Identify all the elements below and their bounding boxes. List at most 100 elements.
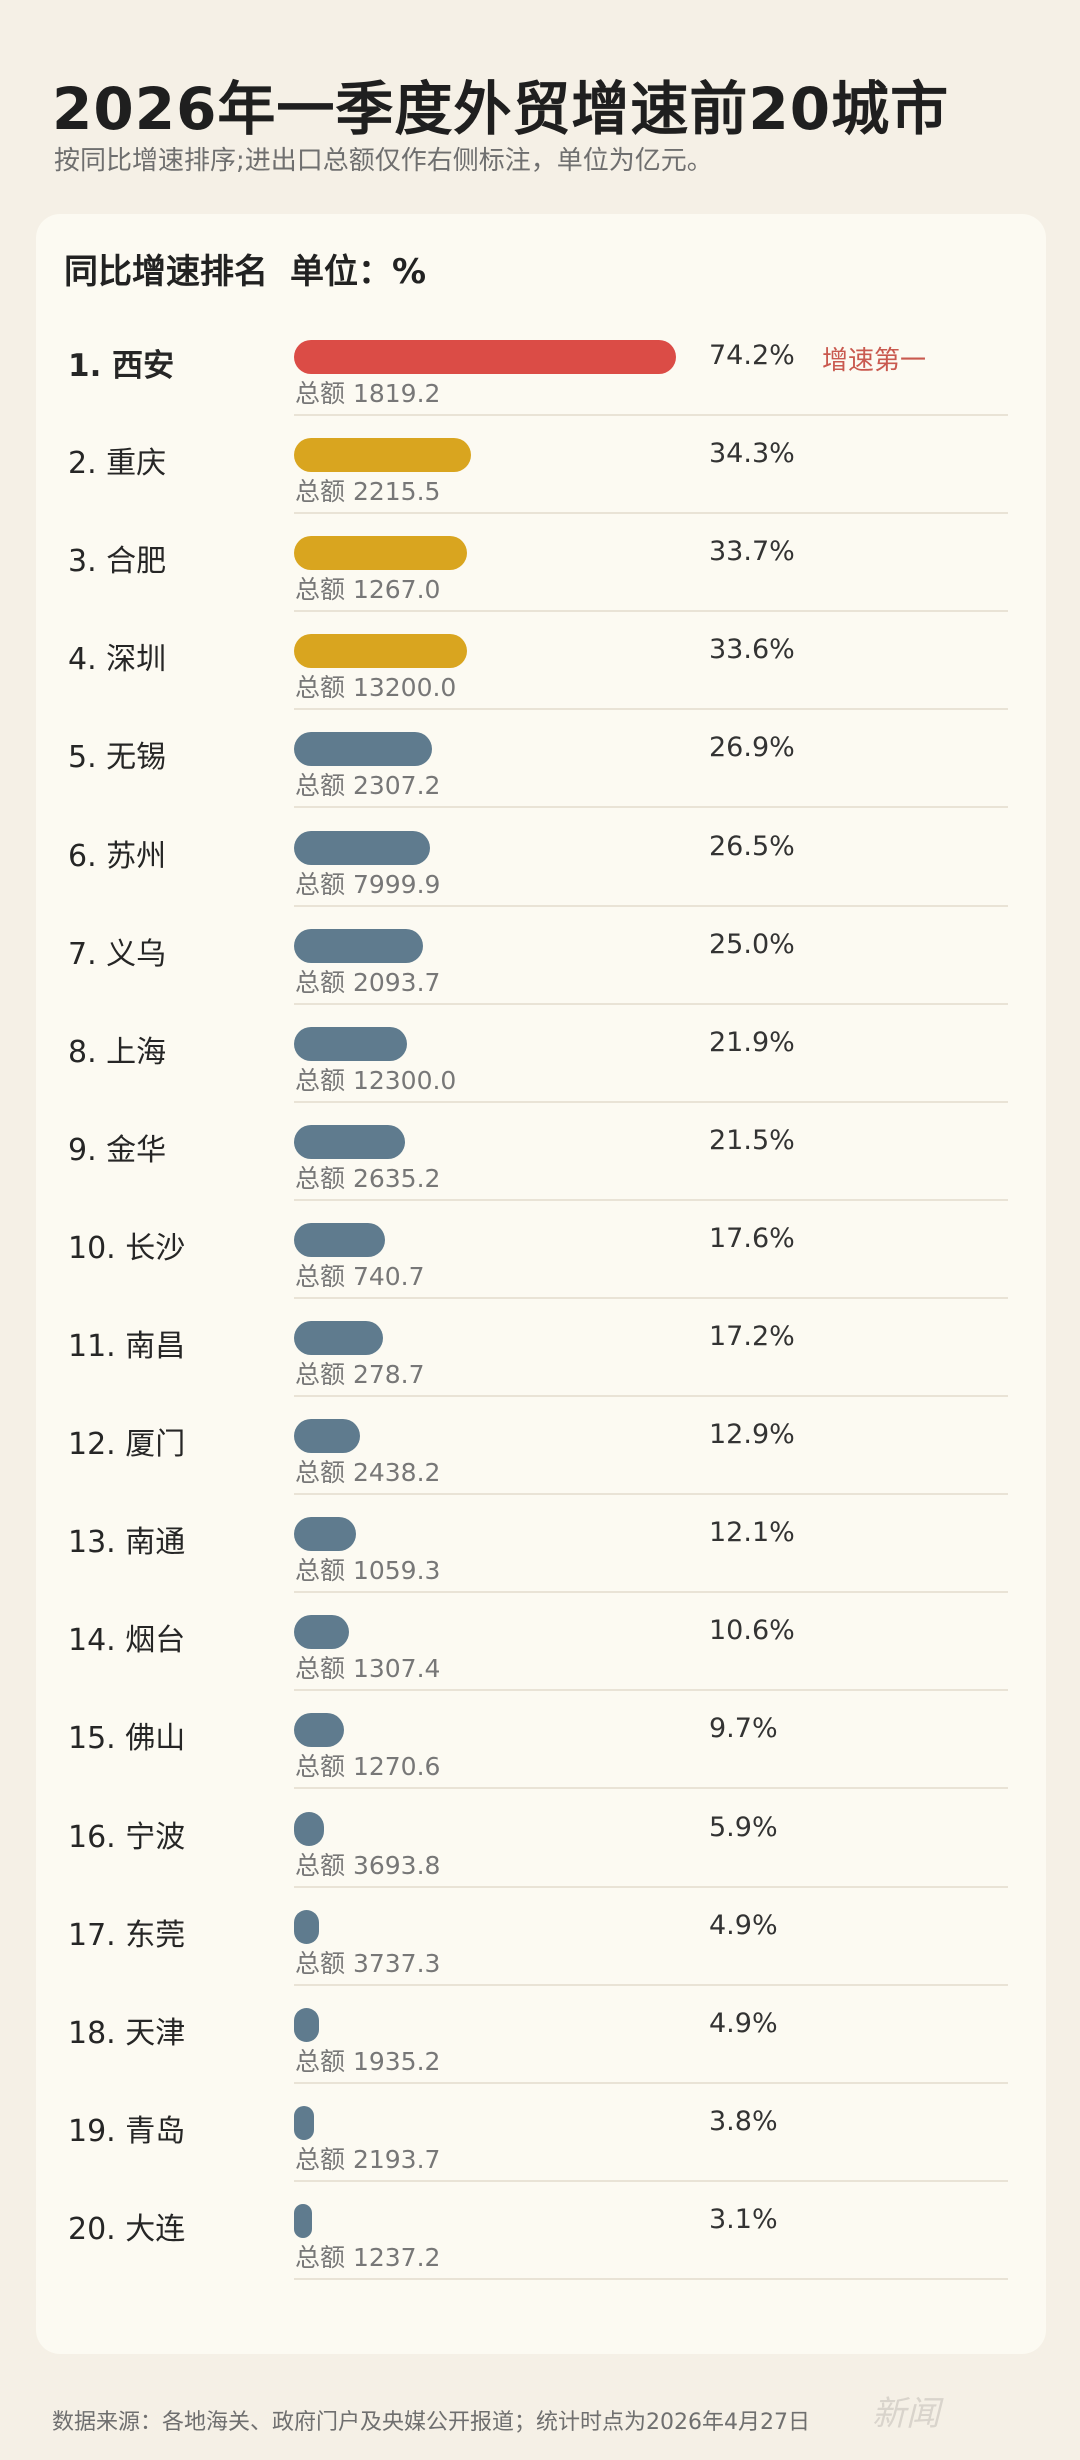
data-source-footer: 数据来源：各地海关、政府门户及央媒公开报道；统计时点为2026年4月27日	[52, 2410, 810, 2435]
bar	[294, 1713, 344, 1748]
category-label: 7. 义乌	[68, 936, 167, 972]
annotation-label: 增速第一	[822, 346, 927, 376]
watermark-logo: 新闻	[872, 2394, 940, 2434]
category-label: 8. 上海	[68, 1034, 167, 1070]
total-label: 总额 3737.3	[295, 1948, 441, 1978]
row-divider	[294, 1787, 1008, 1790]
category-label: 12. 厦门	[68, 1427, 186, 1463]
row-divider	[294, 1395, 1008, 1397]
row-divider	[294, 2179, 1008, 2182]
total-label: 总额 2093.7	[295, 967, 441, 997]
total-label: 总额 1307.4	[295, 1654, 441, 1684]
total-label: 总额 2307.2	[295, 771, 441, 801]
category-label: 4. 深圳	[68, 642, 167, 678]
value-label: 3.1%	[709, 2203, 778, 2235]
chart-row: 14. 烟台 总额 1307.4 10.6%	[0, 1597, 1080, 1695]
row-divider	[294, 1689, 1008, 1692]
bar	[294, 1321, 383, 1355]
row-divider	[294, 1100, 1008, 1103]
total-label: 总额 2193.7	[295, 2144, 441, 2174]
row-divider	[294, 1885, 1008, 1888]
category-label: 1. 西安	[68, 348, 175, 384]
category-label: 19. 青岛	[68, 2113, 186, 2149]
bar	[294, 830, 431, 865]
chart-row: 7. 义乌总额 2093.7 25.0%	[0, 911, 1080, 1009]
row-divider	[294, 512, 1008, 515]
chart-row: 18. 天津总额 1935.2 4.9%	[0, 1990, 1080, 2088]
category-label: 16. 宁波	[68, 1819, 186, 1855]
row-divider	[294, 2277, 1008, 2280]
value-label: 34.3%	[709, 438, 795, 470]
category-label: 9. 金华	[68, 1132, 167, 1168]
total-label: 总额 1270.6	[295, 1752, 441, 1782]
total-label: 总额 278.7	[295, 1360, 425, 1389]
value-label: 33.7%	[709, 536, 795, 568]
total-label: 总额 1935.2	[295, 2046, 441, 2076]
unit-label: 单位：%	[290, 252, 427, 292]
chart-row: 15. 佛山总额 1270.6 9.7%	[0, 1695, 1080, 1793]
bar	[294, 634, 467, 669]
value-label: 4.9%	[709, 1909, 778, 1941]
chart-row: 6. 苏州总额 7999.9 26.5%	[0, 813, 1080, 911]
value-label: 74.2%	[709, 340, 795, 371]
value-label: 21.9%	[709, 1026, 795, 1058]
category-label: 15. 佛山	[68, 1721, 186, 1757]
chart-header-label: 同比增速排名	[64, 252, 268, 292]
total-label: 总额 1267.0	[295, 575, 441, 605]
chart-row: 13. 南通 总额 1059.3 12.1%	[0, 1499, 1080, 1597]
chart-row: 5. 无锡 总额 2307.2 26.9%	[0, 714, 1080, 812]
category-label: 10. 长沙	[68, 1230, 186, 1266]
value-label: 26.5%	[709, 830, 795, 862]
row-divider	[294, 1493, 1008, 1496]
value-label: 12.1%	[709, 1517, 795, 1549]
bar	[294, 438, 471, 473]
chart-card	[36, 214, 1046, 2354]
total-label: 总额 1819.2	[295, 379, 441, 408]
row-divider	[294, 708, 1008, 711]
value-label: 21.5%	[709, 1124, 795, 1156]
value-label: 5.9%	[709, 1811, 778, 1843]
value-label: 10.6%	[709, 1615, 795, 1647]
value-label: 4.9%	[709, 2007, 778, 2039]
row-divider	[294, 1002, 1008, 1005]
category-label: 6. 苏州	[68, 838, 167, 874]
category-label: 3. 合肥	[68, 544, 167, 580]
total-label: 总额 13200.0	[295, 673, 457, 703]
value-label: 25.0%	[709, 928, 795, 960]
value-label: 33.6%	[709, 634, 795, 666]
category-label: 5. 无锡	[68, 740, 167, 776]
row-divider	[294, 414, 1008, 416]
chart-row: 10. 长沙 总额 740.7 17.6%	[0, 1205, 1080, 1303]
category-label: 20. 大连	[68, 2211, 186, 2247]
chart-row: 8. 上海总额 12300.0 21.9%	[0, 1009, 1080, 1107]
row-divider	[294, 1296, 1008, 1299]
row-divider	[294, 904, 1008, 907]
row-divider	[294, 1983, 1008, 1986]
bar	[294, 2105, 314, 2140]
category-label: 13. 南通	[68, 1525, 186, 1561]
chart-row: 9. 金华总额 2635.2 21.5%	[0, 1107, 1080, 1205]
chart-row: 4. 深圳总额 13200.0 33.6%	[0, 616, 1080, 714]
value-label: 12.9%	[709, 1419, 795, 1451]
value-label: 17.2%	[709, 1321, 795, 1352]
bar	[294, 1517, 357, 1552]
total-label: 总额 12300.0	[295, 1065, 457, 1095]
bar	[294, 2203, 312, 2238]
category-label: 11. 南昌	[68, 1329, 186, 1364]
total-label: 总额 740.7	[295, 1261, 425, 1291]
bar	[294, 1615, 349, 1650]
value-label: 9.7%	[709, 1713, 778, 1745]
total-label: 总额 2635.2	[295, 1163, 441, 1193]
page-title: 2026年一季度外贸增速前20城市	[52, 75, 950, 143]
total-label: 总额 2215.5	[295, 477, 441, 507]
bar	[294, 1909, 320, 1944]
chart-row: 1. 西安总额 1819.2 74.2% 增速第一	[0, 322, 1080, 420]
row-divider	[294, 2081, 1008, 2084]
total-label: 总额 7999.9	[295, 869, 441, 899]
row-divider	[294, 1198, 1008, 1201]
row-divider	[294, 1591, 1008, 1594]
category-label: 18. 天津	[68, 2015, 186, 2051]
chart-row: 19. 青岛 总额 2193.7 3.8%	[0, 2088, 1080, 2186]
chart-row: 3. 合肥总额 1267.0 33.7%	[0, 518, 1080, 616]
chart-row: 20. 大连 总额 1237.2 3.1%	[0, 2186, 1080, 2284]
